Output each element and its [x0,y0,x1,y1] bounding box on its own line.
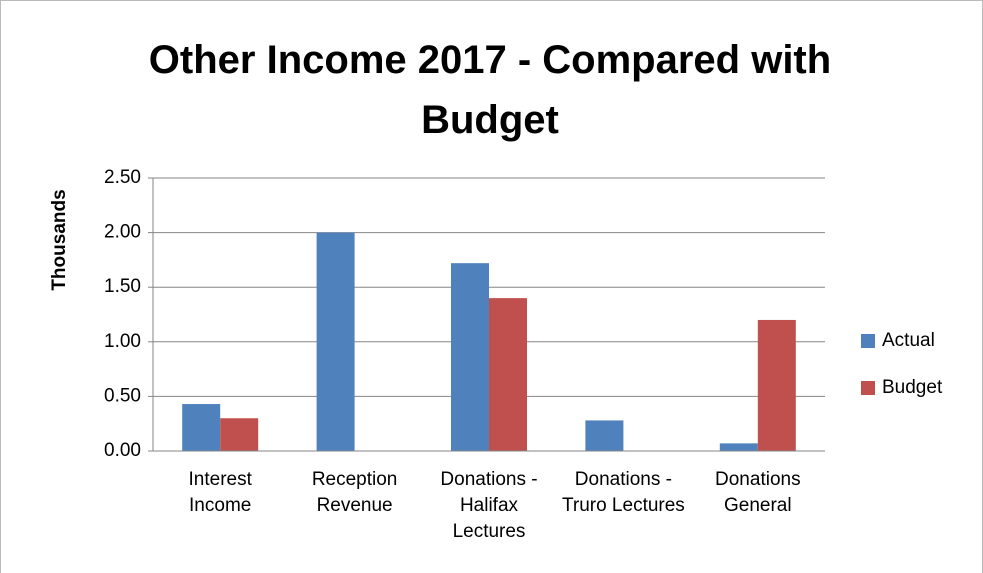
y-tick-label: 1.50 [104,276,141,297]
x-tick-label: Reception Revenue [311,469,398,516]
x-tick-label: Donations - Halifax Lectures [440,469,538,542]
bar [489,298,527,451]
y-tick-label: 2.00 [104,222,141,243]
y-tick-label: 0.50 [104,385,141,406]
bar [451,263,489,451]
y-axis-label: Thousands [49,189,70,290]
x-tick-label: Donations - Truro Lectures [561,469,685,516]
legend-swatch [861,334,875,348]
legend-label: Actual [882,330,935,351]
bar [316,232,355,451]
bar [757,319,796,451]
y-tick-label: 2.50 [104,167,141,188]
bar [719,443,758,451]
y-tick-label: 0.00 [104,440,141,461]
x-tick-label: Interest Income [188,469,252,516]
x-tick-label: Donations General [715,469,801,516]
bar [220,418,259,451]
y-tick-label: 1.00 [104,331,141,352]
chart-title: Other Income 2017 - Compared with Budget [148,38,832,142]
legend-swatch [861,381,875,395]
legend-label: Budget [882,377,943,398]
bar [182,404,221,451]
bar [585,420,624,451]
